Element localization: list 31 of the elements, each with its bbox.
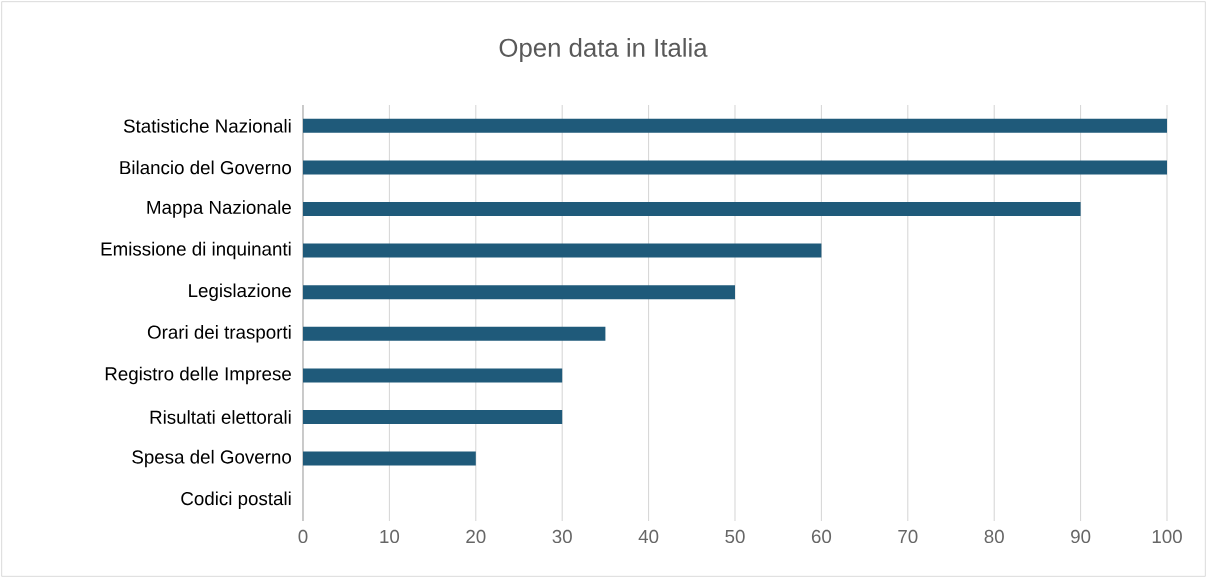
y-tick-label: Legislazione bbox=[189, 283, 291, 301]
y-tick-label: Codici postali bbox=[181, 491, 291, 509]
x-tick-label: 40 bbox=[638, 529, 659, 544]
y-tick-label: Emissione di inquinanti bbox=[101, 241, 291, 260]
x-tick-label: 80 bbox=[984, 529, 1004, 544]
y-tick-label: Risultati elettorali bbox=[150, 410, 291, 424]
x-tick-label: 20 bbox=[466, 529, 486, 544]
y-tick-label: Orari dei trasporti bbox=[147, 325, 291, 343]
bar bbox=[303, 243, 822, 258]
bar bbox=[303, 202, 1081, 217]
bar bbox=[303, 410, 563, 425]
bar bbox=[303, 368, 563, 383]
x-tick-label: 10 bbox=[380, 529, 400, 544]
x-tick-label: 90 bbox=[1071, 529, 1091, 544]
y-tick-label: Statistiche Nazionali bbox=[123, 118, 291, 133]
bar bbox=[303, 285, 735, 300]
x-tick-label: 60 bbox=[811, 529, 832, 544]
bar bbox=[303, 118, 1167, 133]
bar bbox=[303, 326, 606, 341]
bar bbox=[303, 160, 1167, 175]
x-tick-label: 70 bbox=[898, 529, 918, 544]
y-tick-label: Registro delle Imprese bbox=[105, 366, 291, 385]
y-tick-label: Mappa Nazionale bbox=[147, 200, 291, 218]
x-tick-label: 100 bbox=[1152, 529, 1182, 544]
x-tick-label: 0 bbox=[298, 529, 308, 544]
bar bbox=[303, 451, 476, 466]
y-tick-label: Bilancio del Governo bbox=[120, 160, 291, 175]
x-tick-label: 30 bbox=[552, 529, 572, 544]
x-tick-label: 50 bbox=[725, 529, 745, 544]
chart-title: Open data in Italia bbox=[499, 37, 708, 63]
y-tick-label: Spesa del Governo bbox=[132, 449, 291, 468]
